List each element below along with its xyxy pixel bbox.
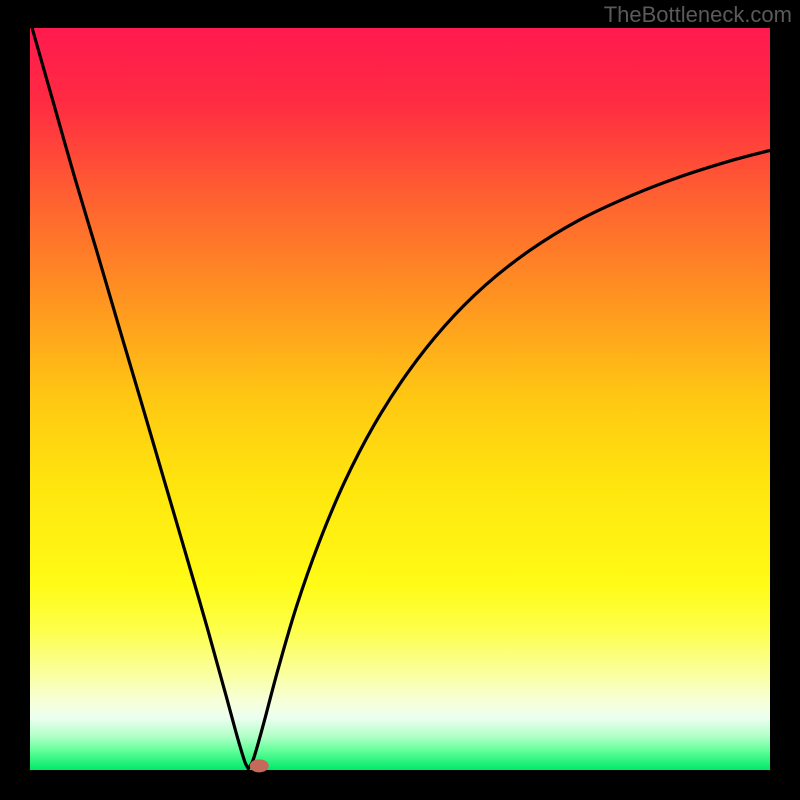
plot-area bbox=[30, 28, 770, 770]
bottleneck-curve bbox=[30, 28, 770, 770]
watermark-text: TheBottleneck.com bbox=[604, 2, 792, 28]
minimum-marker-dot bbox=[250, 759, 269, 772]
